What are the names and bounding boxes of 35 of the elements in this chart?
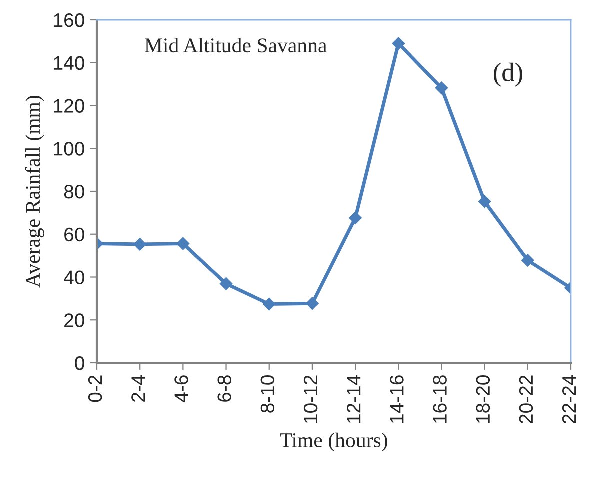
x-tick-label: 10-12 <box>304 376 318 424</box>
x-tick-label: 16-18 <box>433 376 447 424</box>
point <box>521 254 534 267</box>
x-tick-label: 22-24 <box>562 375 576 424</box>
x-tick-label: 14-16 <box>390 376 404 424</box>
y-tick-label: 80 <box>64 184 84 199</box>
x-tick-label: 6-8 <box>218 376 232 402</box>
y-tick-label: 120 <box>54 99 84 113</box>
x-axis-title: Time (hours) <box>280 432 388 452</box>
x-tick-label: 12-14 <box>346 375 361 424</box>
point <box>306 297 319 310</box>
annotation: Mid Altitude Savanna <box>145 38 327 53</box>
y-tick-label: 20 <box>64 314 84 328</box>
x-tick-label: 18-20 <box>476 376 490 424</box>
x-tick-label: 4-6 <box>174 376 188 402</box>
point <box>220 277 233 290</box>
y-tick-label: 0 <box>75 356 84 370</box>
x-tick-label: 8-10 <box>260 376 275 413</box>
point <box>262 298 276 311</box>
point <box>176 237 190 250</box>
point <box>478 195 492 208</box>
x-tick-label: 20-22 <box>519 376 534 424</box>
point <box>349 212 362 224</box>
point <box>392 37 406 50</box>
point <box>134 238 147 251</box>
y-tick-label: 40 <box>64 270 84 284</box>
y-tick-label: 160 <box>54 13 84 28</box>
y-tick-label: 140 <box>54 56 84 70</box>
annotation: (d) <box>494 62 522 87</box>
y-tick-label: 60 <box>64 228 84 242</box>
y-tick-label: 100 <box>54 142 84 156</box>
x-tick-label: 0-2 <box>88 376 102 402</box>
y-axis-title: Average Rainfall (mm) <box>25 96 44 288</box>
x-tick-label: 2-4 <box>132 375 146 402</box>
point <box>435 82 448 95</box>
